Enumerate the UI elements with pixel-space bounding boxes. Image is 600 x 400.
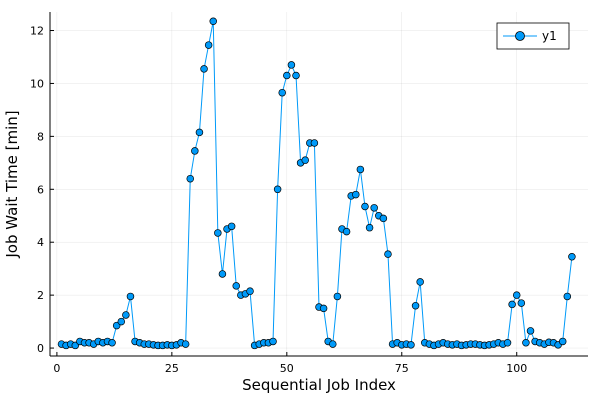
data-point [126, 292, 135, 301]
gridlines [50, 12, 588, 356]
data-point [517, 299, 526, 307]
data-point [278, 88, 286, 97]
data-point [356, 165, 365, 174]
data-point [122, 311, 130, 319]
data-point [246, 287, 254, 295]
legend-marker-swatch [515, 31, 525, 41]
data-point [310, 139, 319, 147]
data-point [522, 339, 530, 347]
data-point [384, 250, 392, 258]
data-point [411, 301, 420, 310]
data-point [287, 61, 296, 69]
data-point [269, 337, 277, 346]
data-point [301, 156, 309, 164]
data-point [558, 337, 567, 346]
data-point [370, 204, 378, 212]
data-point [227, 222, 236, 231]
data-point [503, 339, 512, 347]
data-point [108, 339, 116, 347]
data-point [526, 327, 535, 335]
y-tick-label: 6 [37, 183, 44, 196]
data-point [365, 223, 374, 232]
data-point [273, 185, 282, 194]
y-tick-label: 12 [30, 25, 44, 38]
data-point [186, 174, 194, 183]
legend: y1 [496, 22, 570, 50]
x-tick-label: 0 [53, 362, 60, 375]
data-point [218, 270, 227, 278]
data-point [407, 341, 415, 349]
data-point [200, 65, 208, 73]
data-point [416, 278, 424, 286]
x-tick-label: 100 [506, 362, 527, 375]
data-point [568, 253, 576, 261]
data-point [195, 128, 204, 137]
y-tick-label: 8 [37, 130, 44, 143]
y-tick-label: 2 [37, 289, 44, 302]
data-point [508, 300, 516, 309]
y-tick-label: 0 [37, 342, 44, 355]
data-point [204, 41, 213, 49]
x-tick-label: 75 [395, 362, 409, 375]
x-tick-label: 50 [280, 362, 294, 375]
y-tick-label: 4 [37, 236, 44, 249]
data-point [329, 340, 337, 348]
y-tick-label: 10 [30, 77, 44, 90]
data-point [181, 340, 190, 348]
tick-labels: 0 25 50 75 100 0 2 4 6 8 10 12 [30, 25, 527, 375]
data-point [292, 71, 300, 80]
data-point [563, 292, 572, 301]
data-point [283, 71, 291, 80]
data-point [117, 317, 126, 326]
x-tick-label: 25 [165, 362, 179, 375]
data-point [361, 202, 369, 211]
data-point [319, 304, 328, 313]
data-point [512, 291, 521, 299]
y-axis-label: Job Wait Time [min] [3, 110, 21, 258]
data-point [342, 227, 351, 236]
data-point [191, 147, 199, 155]
data-point [214, 229, 222, 237]
axes [49, 12, 588, 357]
legend-label: y1 [542, 29, 557, 43]
x-axis-label: Sequential Job Index [242, 376, 396, 394]
data-point [333, 292, 342, 301]
series-line [61, 21, 573, 347]
data-point [232, 282, 240, 290]
data-point [209, 17, 217, 26]
data-point [352, 190, 360, 199]
series-group [57, 17, 576, 350]
data-point [379, 214, 388, 223]
